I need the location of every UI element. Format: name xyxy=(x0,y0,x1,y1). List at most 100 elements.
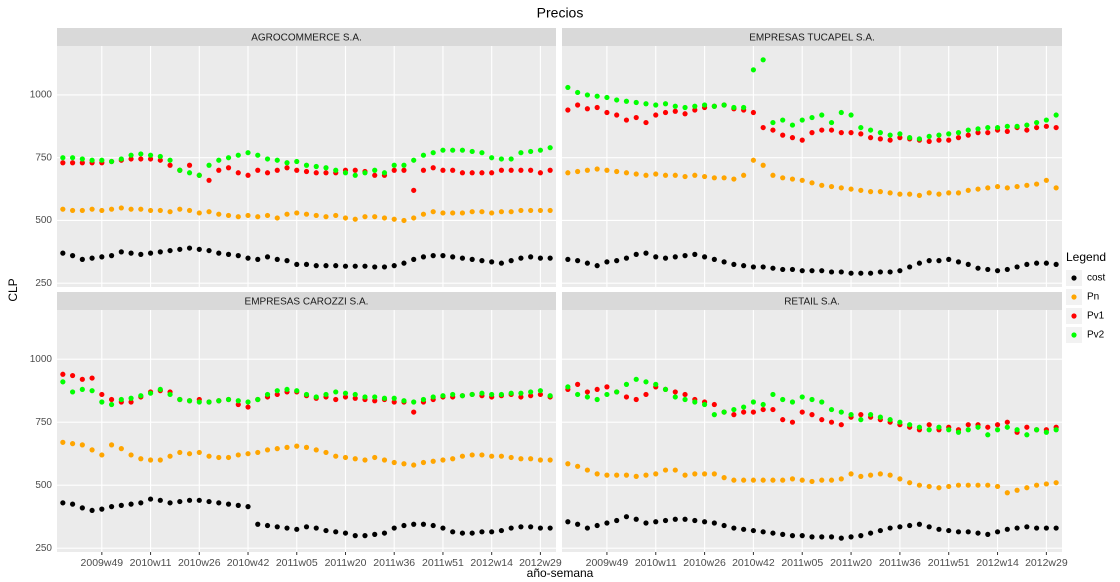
point xyxy=(391,459,397,466)
point xyxy=(294,261,300,268)
point xyxy=(750,67,757,73)
panel-background xyxy=(562,310,1062,552)
point xyxy=(528,389,534,395)
point xyxy=(60,371,66,377)
point xyxy=(858,131,864,137)
point xyxy=(255,152,261,158)
point xyxy=(498,527,505,534)
point xyxy=(770,391,776,398)
y-tick-label: 500 xyxy=(35,480,52,491)
point xyxy=(633,376,639,382)
point xyxy=(867,135,874,141)
point xyxy=(897,524,903,530)
point xyxy=(235,170,241,176)
y-axis-label: CLP xyxy=(6,278,20,301)
point xyxy=(459,170,466,176)
point xyxy=(255,396,261,403)
point xyxy=(157,153,163,160)
point xyxy=(623,170,630,176)
point xyxy=(907,191,913,197)
point xyxy=(186,245,193,251)
point xyxy=(352,216,358,222)
point xyxy=(653,471,659,477)
point xyxy=(887,417,893,423)
point xyxy=(537,170,544,176)
point xyxy=(877,130,883,136)
point xyxy=(128,206,134,212)
point xyxy=(177,498,183,505)
point xyxy=(897,268,903,274)
point xyxy=(760,57,766,63)
point xyxy=(508,209,514,215)
point xyxy=(323,214,329,220)
point xyxy=(750,399,757,405)
point xyxy=(245,404,251,410)
point xyxy=(79,442,85,448)
point xyxy=(936,258,942,264)
x-tick-label: 2011w51 xyxy=(422,557,464,569)
point xyxy=(838,130,844,136)
y-tick-label: 250 xyxy=(35,278,52,289)
point xyxy=(975,424,981,430)
point xyxy=(672,254,678,260)
point xyxy=(498,260,505,266)
point xyxy=(975,186,981,192)
point xyxy=(108,253,115,259)
point xyxy=(284,160,290,166)
point xyxy=(653,381,659,387)
point xyxy=(701,519,708,525)
point xyxy=(897,131,903,137)
point xyxy=(692,103,698,109)
point xyxy=(303,168,310,175)
point xyxy=(401,260,407,266)
point xyxy=(99,399,105,405)
point xyxy=(916,136,923,142)
y-tick-label: 750 xyxy=(35,417,52,428)
point xyxy=(245,399,251,405)
point xyxy=(1034,525,1040,531)
point xyxy=(760,406,766,413)
point xyxy=(99,207,105,214)
point xyxy=(186,162,193,168)
point xyxy=(711,412,717,418)
point xyxy=(711,175,717,181)
point xyxy=(479,170,485,176)
point xyxy=(235,452,241,458)
point xyxy=(692,107,698,113)
point xyxy=(147,152,154,158)
point xyxy=(828,406,835,413)
point xyxy=(518,394,524,400)
point xyxy=(372,531,378,537)
point xyxy=(721,102,727,108)
point xyxy=(789,533,796,539)
point xyxy=(547,167,553,173)
point xyxy=(731,477,737,483)
point xyxy=(633,396,639,403)
point xyxy=(196,246,202,252)
point xyxy=(284,165,290,171)
point xyxy=(489,155,495,161)
y-tick-label: 1000 xyxy=(30,354,53,365)
point xyxy=(264,156,271,162)
point xyxy=(682,391,688,398)
point xyxy=(177,167,183,173)
point xyxy=(333,529,339,535)
point xyxy=(643,472,649,478)
point xyxy=(594,396,600,403)
point xyxy=(294,167,300,173)
point xyxy=(594,93,600,99)
point xyxy=(518,167,524,173)
point xyxy=(809,412,815,418)
point xyxy=(604,384,610,390)
point xyxy=(333,453,339,459)
point xyxy=(108,442,115,448)
point xyxy=(138,393,144,399)
point xyxy=(489,391,495,398)
point xyxy=(186,497,193,503)
point xyxy=(391,162,397,168)
legend-label: Pv2 xyxy=(1087,330,1105,341)
point xyxy=(897,191,903,197)
point xyxy=(401,217,407,224)
point xyxy=(575,258,581,264)
point xyxy=(614,97,620,103)
